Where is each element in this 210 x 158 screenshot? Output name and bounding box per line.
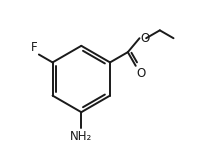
Text: F: F bbox=[31, 41, 37, 54]
Text: O: O bbox=[140, 32, 150, 45]
Text: O: O bbox=[136, 67, 146, 80]
Text: NH₂: NH₂ bbox=[70, 130, 92, 143]
